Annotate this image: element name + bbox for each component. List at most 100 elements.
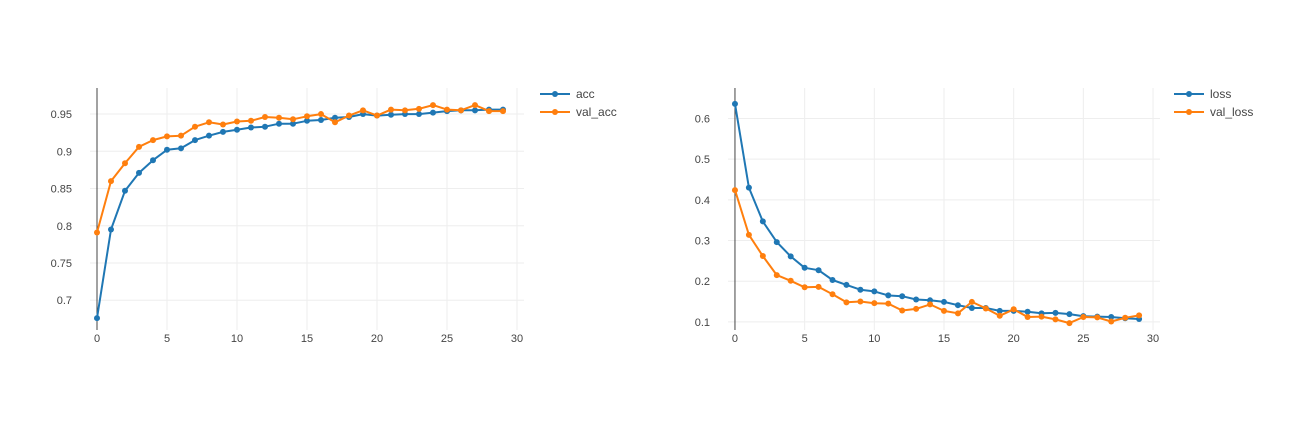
data-point-loss: [787, 253, 794, 260]
data-point-loss: [815, 267, 822, 274]
data-point-acc: [108, 226, 114, 233]
data-point-val_loss: [1122, 314, 1129, 321]
data-point-val_acc: [374, 112, 380, 119]
x-tick-label: 10: [231, 333, 243, 345]
data-point-acc: [206, 132, 212, 139]
data-point-val_acc: [346, 112, 352, 119]
data-point-val_loss: [1108, 318, 1115, 325]
series-line-val_loss: [734, 189, 1140, 325]
data-point-loss: [1108, 313, 1115, 320]
x-tick-label: 5: [164, 333, 170, 345]
data-point-acc: [220, 128, 226, 135]
y-tick-label: 0.8: [57, 221, 72, 233]
data-point-val_loss: [1066, 320, 1073, 327]
data-point-val_acc: [318, 111, 324, 118]
y-tick-label: 0.3: [695, 236, 710, 248]
data-point-val_acc: [234, 118, 240, 125]
data-point-val_loss: [843, 299, 850, 306]
data-point-val_loss: [913, 305, 920, 312]
legend-label-acc: acc: [576, 87, 595, 101]
data-point-val_loss: [745, 231, 752, 238]
data-point-loss: [731, 100, 738, 107]
data-point-val_loss: [1052, 316, 1059, 323]
y-tick-label: 0.7: [57, 295, 72, 307]
data-point-acc: [178, 145, 184, 152]
legend-label-val_loss: val_loss: [1210, 105, 1253, 119]
data-point-acc: [472, 107, 478, 114]
y-tick-label: 0.4: [695, 195, 710, 207]
data-point-val_loss: [941, 307, 947, 314]
data-point-val_acc: [94, 229, 100, 236]
data-point-val_acc: [192, 123, 198, 130]
x-tick-label: 20: [1008, 333, 1020, 345]
data-point-val_acc: [332, 119, 338, 126]
data-point-acc: [94, 315, 100, 322]
data-point-val_acc: [458, 107, 464, 114]
data-point-val_acc: [220, 121, 226, 128]
data-point-loss: [773, 239, 780, 246]
data-point-val_acc: [430, 102, 436, 109]
y-tick-label: 0.1: [695, 317, 710, 329]
data-point-val_acc: [178, 132, 184, 139]
data-point-acc: [430, 109, 436, 116]
data-point-val_loss: [1080, 313, 1087, 320]
x-tick-label: 15: [301, 333, 313, 345]
data-point-loss: [1024, 308, 1031, 315]
data-point-loss: [843, 281, 850, 288]
data-point-val_loss: [731, 187, 738, 194]
data-point-val_loss: [801, 284, 808, 291]
data-point-val_acc: [486, 108, 492, 115]
series-line-val_acc: [96, 104, 503, 233]
data-point-val_loss: [1010, 306, 1017, 313]
data-point-val_acc: [108, 178, 114, 185]
data-point-val_acc: [248, 117, 254, 124]
data-point-loss: [759, 218, 766, 225]
data-point-val_acc: [290, 116, 296, 123]
data-point-loss: [899, 293, 906, 300]
data-point-acc: [304, 117, 310, 124]
data-point-val_loss: [1038, 313, 1045, 320]
data-point-loss: [801, 264, 808, 271]
data-point-acc: [332, 114, 338, 121]
y-tick-label: 0.95: [51, 109, 72, 121]
y-tick-label: 0.2: [695, 276, 710, 288]
data-point-acc: [164, 146, 170, 153]
x-tick-label: 30: [511, 333, 523, 345]
data-point-val_loss: [954, 310, 961, 317]
data-point-acc: [262, 123, 268, 130]
data-point-val_loss: [1136, 312, 1143, 319]
x-tick-label: 0: [732, 333, 738, 345]
data-point-val_acc: [136, 143, 142, 150]
data-point-val_loss: [996, 312, 1003, 319]
data-point-val_loss: [829, 291, 836, 298]
data-point-loss: [871, 288, 878, 295]
x-tick-label: 30: [1147, 333, 1159, 345]
data-point-loss: [885, 292, 892, 299]
data-point-val_loss: [773, 272, 780, 279]
x-tick-label: 10: [868, 333, 880, 345]
y-tick-label: 0.75: [51, 258, 72, 270]
data-point-loss: [941, 298, 947, 305]
data-point-val_acc: [276, 114, 282, 121]
data-point-loss: [996, 307, 1003, 314]
data-point-acc: [248, 124, 254, 131]
series-line-acc: [96, 108, 503, 319]
data-point-acc: [276, 120, 282, 127]
x-tick-label: 5: [802, 333, 808, 345]
data-point-acc: [192, 137, 198, 144]
data-point-val_acc: [416, 105, 422, 112]
data-point-val_acc: [304, 113, 310, 120]
data-point-loss: [745, 184, 752, 191]
data-point-val_acc: [388, 106, 394, 113]
x-tick-label: 25: [1077, 333, 1089, 345]
data-point-val_loss: [927, 301, 934, 308]
data-point-acc: [234, 126, 240, 133]
data-point-acc: [122, 187, 128, 194]
data-point-loss: [829, 276, 836, 283]
data-point-val_loss: [1024, 313, 1031, 320]
data-point-acc: [416, 111, 422, 118]
data-point-loss: [913, 296, 920, 303]
data-point-acc: [318, 117, 324, 124]
y-tick-label: 0.6: [695, 114, 710, 126]
